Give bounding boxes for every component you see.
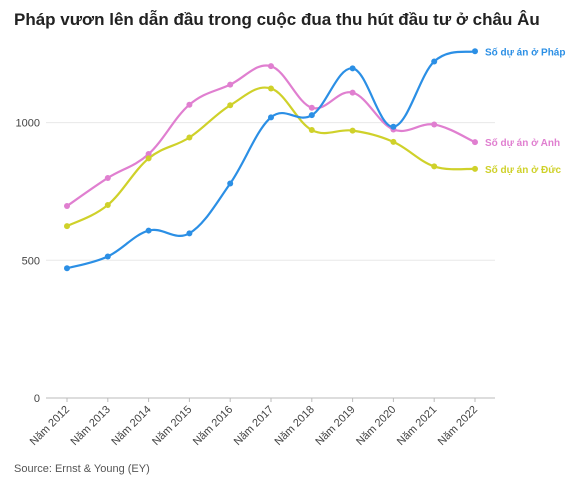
- series-line: [65, 50, 477, 270]
- data-point: [268, 114, 274, 121]
- x-tick-label: Năm 2019: [313, 404, 357, 448]
- data-point: [186, 101, 193, 108]
- data-point: [64, 265, 70, 272]
- data-point: [472, 139, 478, 146]
- x-tick-label: Năm 2021: [395, 404, 439, 448]
- data-point: [227, 81, 234, 88]
- x-tick-label: Năm 2022: [436, 404, 480, 448]
- x-tick-label: Năm 2017: [232, 404, 276, 448]
- data-point: [186, 230, 193, 237]
- chart-title: Pháp vươn lên dẫn đầu trong cuộc đua thu…: [14, 10, 540, 29]
- y-axis-ticks: 0 500 1000: [16, 118, 40, 405]
- series-lines: [65, 50, 477, 270]
- x-tick-label: Năm 2018: [273, 404, 317, 448]
- data-point: [186, 134, 193, 141]
- data-point: [431, 163, 438, 170]
- y-tick-label: 500: [22, 255, 40, 267]
- x-tick-label: Năm 2016: [191, 404, 235, 448]
- data-point: [145, 155, 152, 162]
- data-point: [104, 201, 111, 208]
- x-tick-label: Năm 2020: [354, 404, 398, 448]
- data-point: [390, 123, 397, 130]
- data-point: [145, 227, 152, 234]
- data-point: [64, 223, 70, 230]
- source-note: Source: Ernst & Young (EY): [14, 463, 150, 475]
- series-label: Số dự án ở Đức: [485, 164, 561, 176]
- series-label: Số dự án ở Anh: [485, 137, 560, 149]
- data-point: [308, 112, 315, 119]
- data-point: [472, 48, 478, 55]
- data-point: [349, 127, 356, 134]
- data-point: [390, 138, 397, 145]
- y-tick-label: 0: [34, 393, 40, 405]
- data-point: [472, 165, 478, 172]
- series-label: Số dự án ở Pháp: [485, 46, 565, 58]
- x-tick-label: Năm 2013: [69, 404, 113, 448]
- x-tick-label: Năm 2015: [150, 404, 194, 448]
- data-point: [268, 85, 274, 92]
- y-tick-label: 1000: [16, 118, 40, 130]
- data-point: [104, 174, 111, 181]
- data-point: [145, 151, 152, 158]
- data-point: [308, 104, 315, 111]
- data-point: [349, 65, 356, 72]
- data-point: [268, 63, 274, 70]
- data-point: [227, 180, 234, 187]
- data-point: [104, 253, 111, 260]
- data-point: [431, 121, 438, 128]
- x-tick-label: Năm 2014: [109, 404, 153, 448]
- series-points: [64, 48, 478, 272]
- data-point: [349, 89, 356, 96]
- data-point: [431, 58, 438, 65]
- data-point: [64, 203, 70, 210]
- data-point: [227, 102, 234, 109]
- data-point: [308, 127, 315, 134]
- series-labels: Số dự án ở Anh Số dự án ở Đức Số dự án ở P…: [485, 46, 565, 176]
- series-line: [65, 86, 477, 228]
- x-tick-label: Năm 2012: [28, 404, 72, 448]
